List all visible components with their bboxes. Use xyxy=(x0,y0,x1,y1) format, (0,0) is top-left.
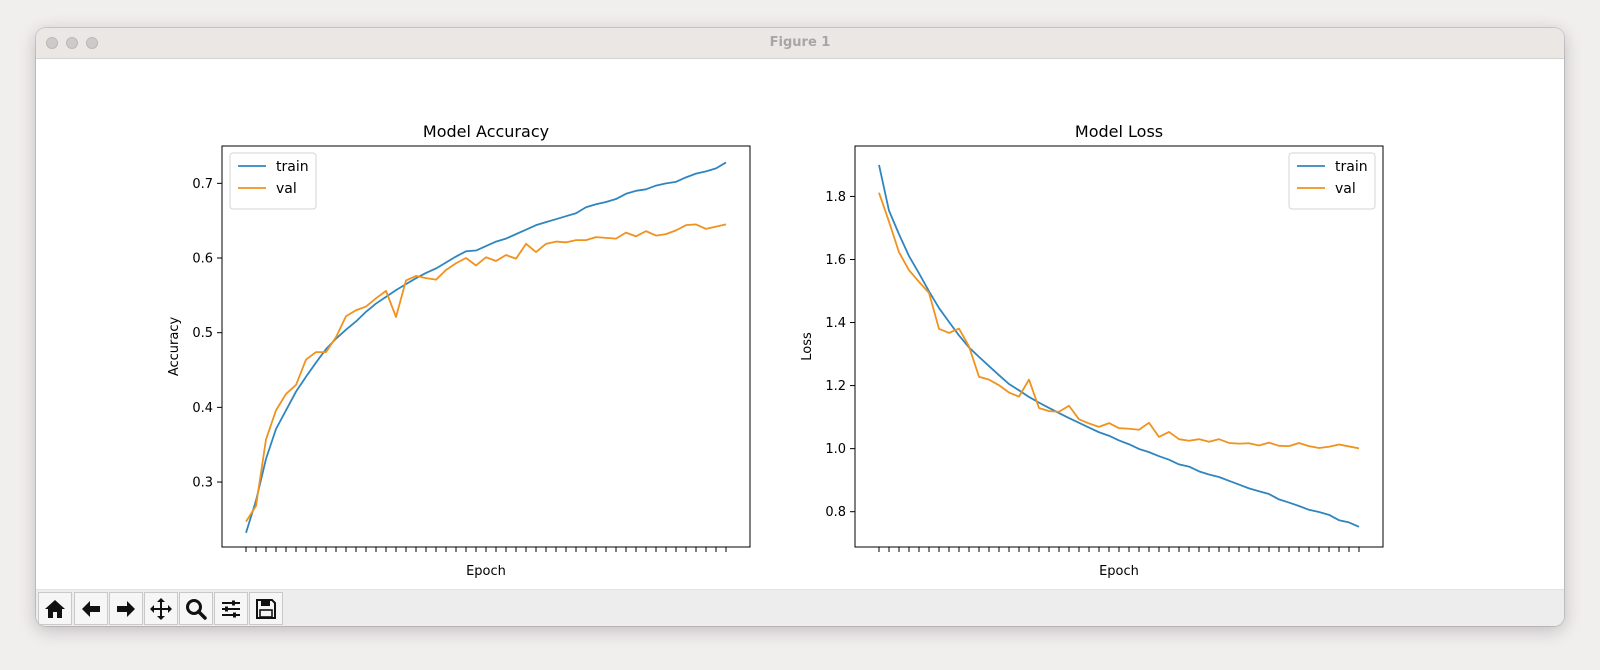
y-tick-label: 0.5 xyxy=(192,326,213,341)
legend-box xyxy=(229,152,317,210)
legend-label-train: train xyxy=(1335,159,1368,175)
series-line-val xyxy=(878,192,1360,450)
window-title: Figure 1 xyxy=(769,35,831,50)
figure-canvas[interactable]: 0.3 0.4 0.5 0.6 0.7 Model Accuracy Epoch Accura… xyxy=(36,59,1564,589)
y-axis-label: Accuracy xyxy=(167,317,182,377)
series-line-val xyxy=(245,223,727,523)
back-button[interactable] xyxy=(74,592,108,625)
chart-title: Model Loss xyxy=(1075,122,1163,141)
configure-subplots-button[interactable] xyxy=(214,592,248,625)
forward-button[interactable] xyxy=(109,592,143,625)
navigation-toolbar xyxy=(36,589,1564,626)
floppy-disk-icon xyxy=(256,598,276,619)
y-tick-label: 0.8 xyxy=(825,505,846,520)
zoom-button[interactable] xyxy=(179,592,213,625)
axes-frame xyxy=(854,145,1384,548)
legend-box xyxy=(1288,152,1376,210)
legend: train val xyxy=(1288,152,1376,210)
y-axis-label: Loss xyxy=(800,332,815,361)
sliders-icon xyxy=(222,600,240,617)
y-tick-label: 0.3 xyxy=(192,476,213,491)
y-tick-label: 1.0 xyxy=(825,442,846,457)
pan-button[interactable] xyxy=(144,592,178,625)
home-icon xyxy=(45,599,65,618)
legend-label-val: val xyxy=(276,181,297,197)
arrow-right-icon xyxy=(117,600,135,617)
save-button[interactable] xyxy=(249,592,283,625)
y-tick-label: 1.4 xyxy=(825,316,846,331)
arrow-left-icon xyxy=(82,600,100,617)
y-tick-label: 0.7 xyxy=(192,177,213,192)
y-tick-label: 1.2 xyxy=(825,379,846,394)
legend: train val xyxy=(229,152,317,210)
y-tick-label: 1.6 xyxy=(825,253,846,268)
close-window-button[interactable] xyxy=(46,37,58,49)
y-tick-label: 0.4 xyxy=(192,401,213,416)
x-axis-label: Epoch xyxy=(466,564,506,579)
title-bar: Figure 1 xyxy=(36,28,1564,59)
y-tick-label: 0.6 xyxy=(192,252,213,267)
magnifier-icon xyxy=(186,598,207,620)
subplot-loss: 0.8 1.0 1.2 1.4 1.6 1.8 Model Loss Epoch Loss tra… xyxy=(800,122,1384,579)
chart-title: Model Accuracy xyxy=(423,122,549,141)
axes-frame xyxy=(221,145,751,548)
y-tick-label: 1.8 xyxy=(825,190,846,205)
legend-label-train: train xyxy=(276,159,309,175)
minimize-window-button[interactable] xyxy=(66,37,78,49)
series-line-train xyxy=(245,161,727,534)
home-button[interactable] xyxy=(38,592,72,625)
move-icon xyxy=(150,597,172,620)
x-axis-label: Epoch xyxy=(1099,564,1139,579)
legend-label-val: val xyxy=(1335,181,1356,197)
subplot-accuracy: 0.3 0.4 0.5 0.6 0.7 Model Accuracy Epoch Accura… xyxy=(167,122,751,579)
figure-window: Figure 1 0.3 0.4 0.5 0.6 0.7 Model Accuracy Ep… xyxy=(36,28,1564,626)
series-line-train xyxy=(878,164,1360,528)
zoom-window-button[interactable] xyxy=(86,37,98,49)
